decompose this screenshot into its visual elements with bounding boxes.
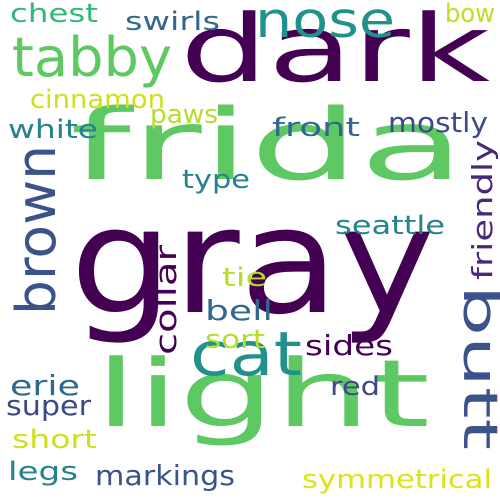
word-gray: gray [70, 176, 435, 348]
word-white: white [8, 114, 98, 145]
word-short: short [12, 424, 97, 455]
word-mostly: mostly [388, 107, 488, 139]
word-butt: butt [452, 285, 500, 450]
word-bow: bow [445, 0, 495, 29]
word-frida: frida [70, 89, 465, 204]
word-dark: dark [180, 0, 490, 103]
word-erie: erie [10, 370, 80, 402]
word-sort: sort [205, 324, 265, 355]
word-collar: collar [149, 245, 183, 355]
word-friendly: friendly [468, 140, 499, 280]
word-paws: paws [150, 99, 218, 130]
word-nose: nose [255, 0, 395, 50]
word-legs: legs [8, 456, 78, 487]
word-symmetrical: symmetrical [302, 464, 492, 495]
word-chest: chest [10, 0, 98, 29]
word-cat: cat [190, 320, 302, 391]
word-light: light [95, 339, 430, 448]
word-seattle: seattle [335, 210, 445, 241]
word-brown: brown [5, 145, 68, 315]
word-sides: sides [305, 330, 393, 362]
word-tabby: tabby [12, 25, 172, 89]
word-bell: bell [205, 295, 273, 327]
word-tie: tie [222, 262, 267, 293]
word-super: super [6, 390, 91, 422]
word-swirls: swirls [125, 6, 220, 37]
word-front: front [272, 112, 360, 143]
word-markings: markings [95, 460, 235, 492]
word-type: type [182, 164, 250, 195]
word-red: red [330, 371, 380, 402]
word-cinnamon: cinnamon [30, 84, 165, 115]
